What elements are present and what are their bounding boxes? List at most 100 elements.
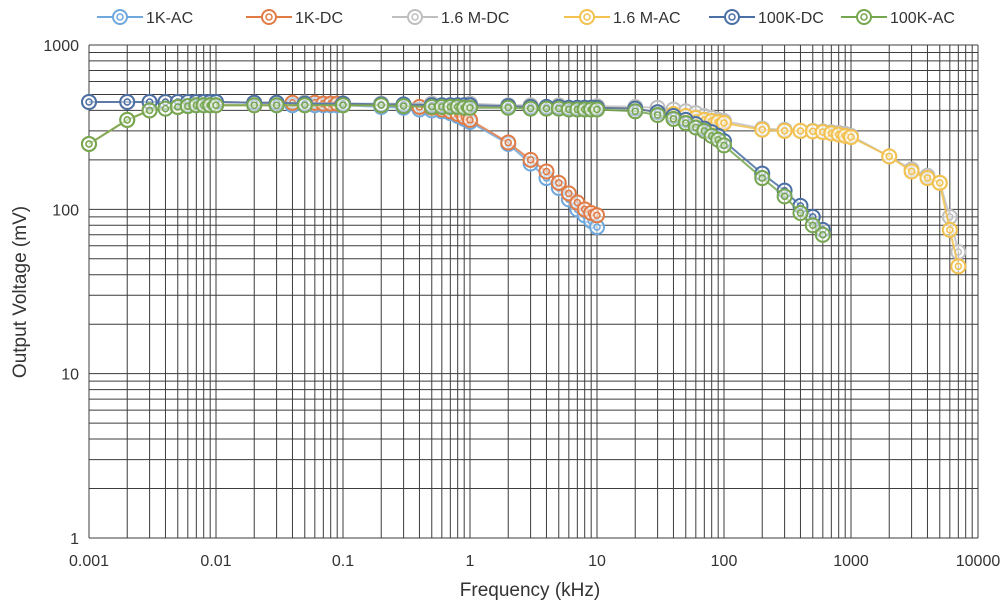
data-point (538, 163, 555, 180)
legend-marker-inner (411, 13, 419, 21)
data-point (649, 107, 666, 124)
legend-label: 100K-AC (890, 10, 955, 27)
data-point-inner (542, 167, 551, 176)
data-point-inner (504, 138, 512, 147)
data-point (335, 97, 351, 114)
data-point-inner (161, 104, 170, 113)
legend-item: 1K-DC (246, 9, 343, 27)
data-point-inner (809, 221, 817, 230)
data-point (716, 115, 732, 132)
legend-marker (407, 9, 423, 25)
x-axis-title: Frequency (kHz) (460, 580, 600, 601)
legend-marker-inner (583, 13, 591, 21)
data-point (81, 135, 97, 152)
series-100k-ac (81, 97, 831, 243)
data-point-inner (653, 111, 662, 119)
data-point-inner (923, 174, 932, 182)
data-point (81, 93, 97, 110)
data-point (462, 99, 478, 116)
data-point (881, 148, 898, 165)
x-axis-ticks: 0.001 0.01 0.1 1 10 100 1000 10000 (69, 553, 1000, 570)
data-point (208, 97, 224, 114)
data-point (754, 121, 771, 138)
data-point-inner (542, 104, 551, 113)
data-point-inner (526, 156, 535, 164)
data-point-inner (123, 98, 131, 106)
data-point-inner (847, 133, 855, 141)
legend-label: 100K-DC (758, 10, 824, 27)
data-point (931, 174, 948, 191)
legend: 1K-AC 1K-DC 1.6 M-DC 1.6 M-AC 100K-DC 100K-AC (97, 9, 955, 27)
y-axis-title: Output Voltage (mV) (10, 206, 31, 378)
data-point (776, 188, 793, 205)
data-point-inner (555, 179, 563, 187)
data-point-inner (145, 106, 154, 115)
x-tick-label: 10 (588, 553, 606, 570)
x-tick-label: 10000 (956, 553, 1001, 570)
data-point (754, 170, 771, 187)
data-point (119, 93, 136, 110)
data-point (522, 151, 539, 168)
data-point (141, 102, 158, 119)
y-tick-label: 1000 (43, 38, 79, 55)
data-point (589, 101, 605, 118)
data-point (804, 217, 821, 234)
data-point (843, 129, 859, 146)
data-point (941, 208, 958, 225)
data-point-inner (682, 119, 690, 127)
x-tick-label: 0.01 (200, 553, 231, 570)
data-point-inner (946, 226, 954, 234)
data-point (500, 99, 517, 116)
data-point-inner (85, 98, 93, 106)
data-point-inner (466, 104, 474, 112)
data-point (941, 221, 958, 238)
data-point-inner (796, 127, 805, 135)
data-point-inner (377, 101, 385, 109)
data-point (395, 98, 412, 115)
data-point (776, 122, 793, 139)
series-layer (81, 93, 967, 275)
legend-marker (112, 9, 128, 25)
legend-item: 1.6 M-AC (564, 9, 681, 27)
legend-label: 1.6 M-DC (441, 10, 509, 27)
data-point-inner (301, 101, 309, 109)
data-point-inner (669, 115, 678, 123)
y-tick-label: 100 (52, 202, 79, 219)
grid (88, 44, 979, 539)
data-point (522, 100, 539, 117)
legend-item: 1.6 M-DC (392, 9, 509, 27)
data-point-inner (593, 105, 601, 114)
x-tick-label: 100 (711, 553, 738, 570)
data-point-inner (526, 104, 535, 113)
data-point (500, 134, 517, 151)
data-point (246, 97, 263, 114)
data-point-inner (339, 101, 347, 109)
data-point-inner (565, 189, 573, 198)
data-point-inner (466, 116, 474, 124)
legend-label: 1K-DC (295, 10, 343, 27)
y-axis-ticks: 1 10 100 1000 (43, 38, 79, 548)
legend-marker-inner (265, 13, 273, 21)
legend-marker (261, 9, 277, 25)
data-point-inner (573, 198, 582, 207)
data-point (814, 226, 831, 243)
data-point-inner (85, 140, 93, 148)
data-point-inner (123, 116, 131, 124)
legend-label: 1.6 M-AC (613, 10, 681, 27)
y-tick-label: 1 (70, 531, 79, 548)
data-point (627, 103, 644, 120)
x-tick-label: 0.001 (69, 553, 109, 570)
data-point (550, 174, 567, 191)
data-point (903, 163, 920, 180)
data-point-inner (593, 211, 601, 220)
data-point (792, 204, 809, 221)
data-point-inner (504, 104, 512, 112)
data-point (373, 97, 390, 114)
legend-marker (724, 9, 740, 25)
data-point (296, 97, 313, 114)
data-point-inner (936, 179, 944, 187)
data-point-inner (796, 209, 805, 217)
data-point-inner (272, 101, 281, 109)
data-point-inner (720, 119, 728, 127)
